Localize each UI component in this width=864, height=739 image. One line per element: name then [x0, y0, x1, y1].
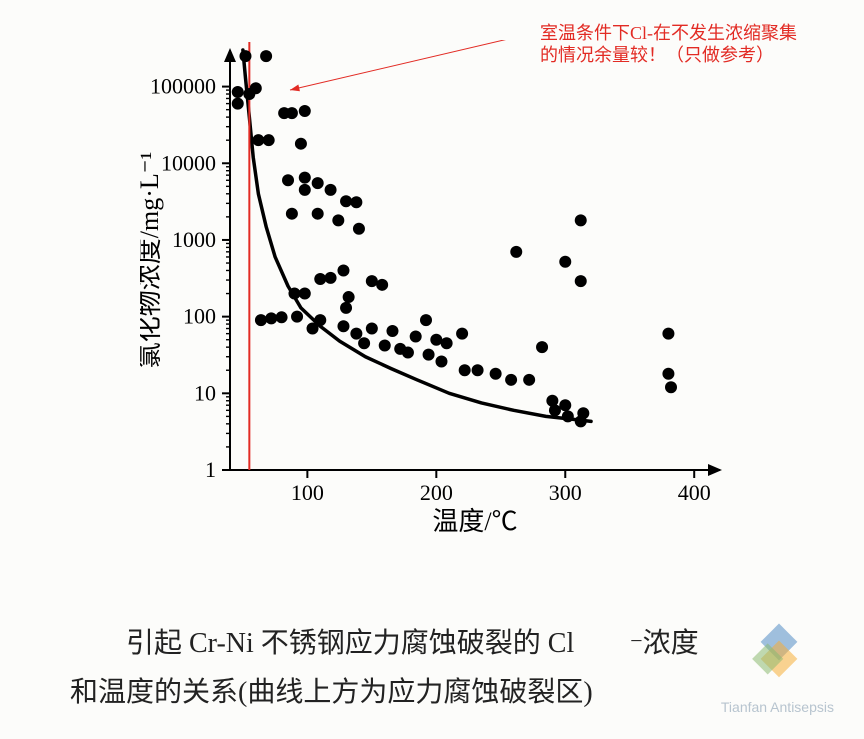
- annotation-line1: 室温条件下Cl-在不发生浓缩聚集: [540, 23, 797, 43]
- annotation-line2: 的情况余量较！（只做参考）: [540, 45, 774, 65]
- svg-text:300: 300: [549, 480, 582, 505]
- svg-text:100: 100: [183, 304, 216, 329]
- svg-text:100: 100: [291, 480, 324, 505]
- svg-text:氯化物浓度/mg·L⁻¹: 氯化物浓度/mg·L⁻¹: [140, 152, 164, 369]
- annotation-text: 室温条件下Cl-在不发生浓缩聚集 的情况余量较！（只做参考）: [540, 22, 797, 66]
- plot-svg: 100 200 300 400 1 10 100 1000 10000 100000 温度/℃ 氯化物…: [140, 40, 740, 550]
- svg-text:温度/℃: 温度/℃: [432, 507, 517, 536]
- caption-line2: 和温度的关系(曲线上方为应力腐蚀破裂区): [70, 669, 824, 717]
- figure-caption: 引起 Cr-Ni 不锈钢应力腐蚀破裂的 Cl−浓度 和温度的关系(曲线上方为应力…: [70, 620, 824, 717]
- scatter-plot: 100 200 300 400 1 10 100 1000 10000 100000 温度/℃ 氯化物…: [140, 40, 740, 550]
- svg-text:1000: 1000: [172, 227, 216, 252]
- svg-text:1: 1: [205, 457, 216, 482]
- caption-line1: 引起 Cr-Ni 不锈钢应力腐蚀破裂的 Cl−浓度: [70, 620, 824, 669]
- watermark-logo: [724, 619, 834, 699]
- svg-text:400: 400: [678, 480, 711, 505]
- svg-text:200: 200: [420, 480, 453, 505]
- watermark-text: Tianfan Antisepsis: [721, 699, 834, 715]
- svg-text:10000: 10000: [161, 150, 216, 175]
- page: 100 200 300 400 1 10 100 1000 10000 100000 温度/℃ 氯化物…: [0, 0, 864, 739]
- svg-text:10: 10: [194, 380, 216, 405]
- svg-text:100000: 100000: [150, 74, 216, 99]
